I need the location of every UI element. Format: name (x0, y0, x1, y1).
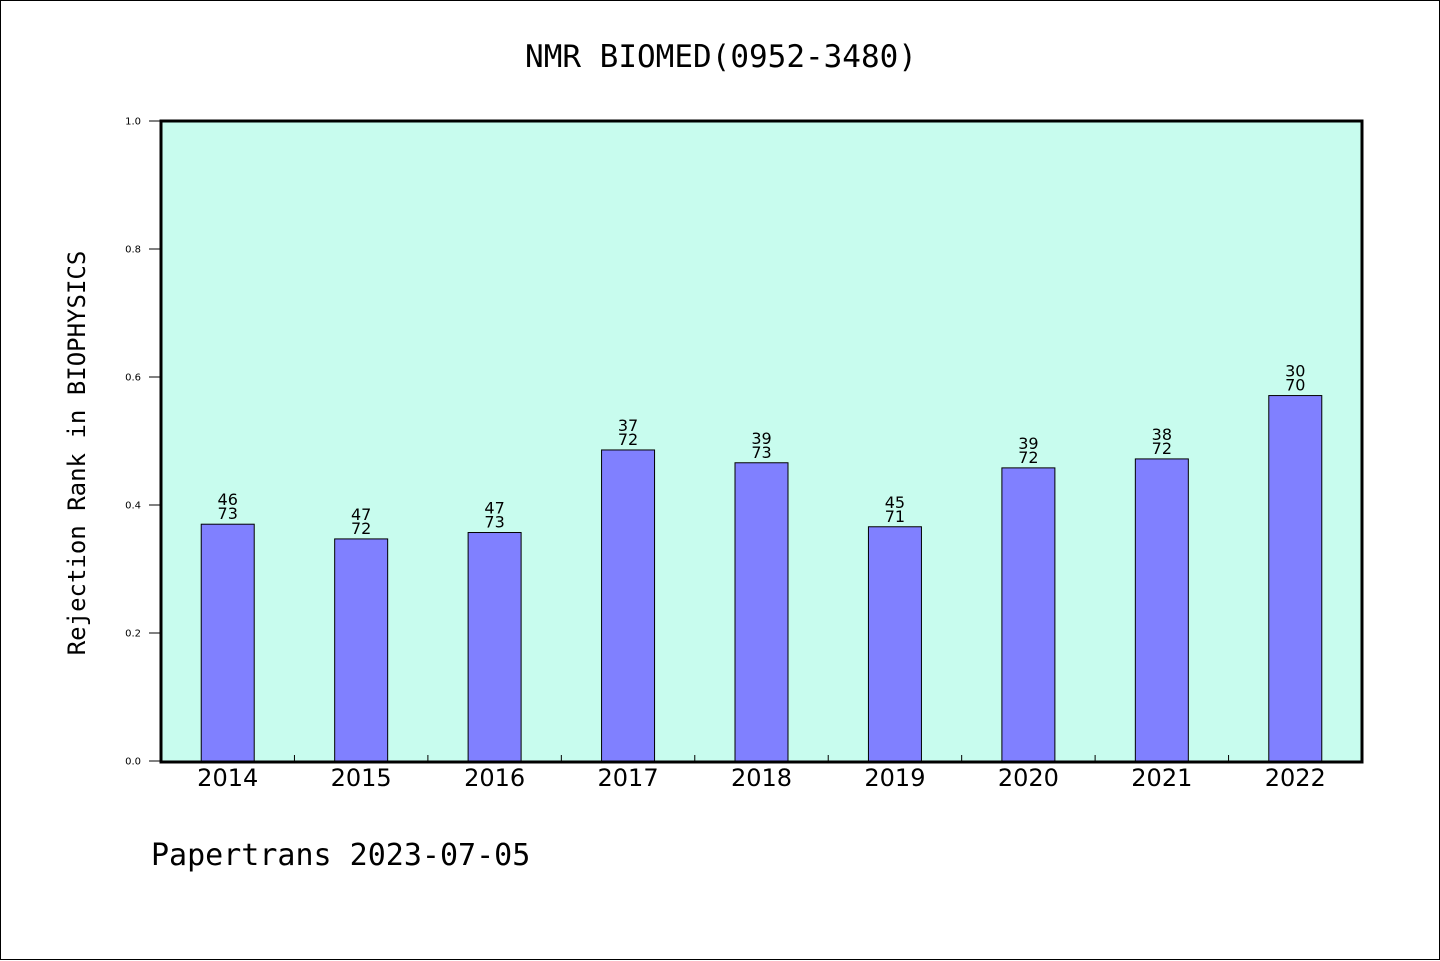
y-tick-label: 0.6 (125, 373, 141, 384)
data-label-top: 47 (484, 499, 504, 518)
bar-2014 (200, 523, 255, 762)
y-axis-label: Rejection Rank in BIOPHYSICS (63, 251, 91, 656)
bar-2018 (734, 462, 789, 762)
bar-2019 (867, 526, 922, 762)
y-tick-label: 1.0 (125, 117, 141, 128)
data-label-bottom: 70 (1285, 376, 1305, 395)
x-tick-label: 2020 (998, 764, 1059, 792)
data-label-top: 39 (751, 429, 771, 448)
data-label-bottom: 72 (618, 430, 638, 449)
y-tick-label: 0.8 (125, 245, 141, 256)
x-tick-label: 2016 (464, 764, 525, 792)
x-tick-label: 2018 (731, 764, 792, 792)
chart-title: NMR BIOMED(0952-3480) (525, 39, 917, 75)
data-label-top: 45 (885, 493, 905, 512)
bar-2015 (334, 538, 389, 762)
y-tick-label: 0.2 (125, 629, 141, 640)
data-label-top: 38 (1152, 425, 1172, 444)
bar-2021 (1134, 458, 1189, 762)
data-label-bottom: 72 (1018, 448, 1038, 467)
y-tick-label: 0.0 (125, 757, 141, 768)
data-label-bottom: 72 (351, 519, 371, 538)
x-tick-label: 2015 (331, 764, 392, 792)
bars (200, 395, 1323, 762)
data-label-top: 46 (218, 490, 238, 509)
y-axis: 0.0 0.2 0.4 0.6 0.8 1.0 (125, 117, 161, 768)
data-label-bottom: 72 (1152, 439, 1172, 458)
x-tick-label: 2017 (598, 764, 659, 792)
bar-2022 (1268, 395, 1323, 762)
x-tick-label: 2022 (1265, 764, 1326, 792)
y-tick-label: 0.4 (125, 501, 141, 512)
data-label-top: 37 (618, 416, 638, 435)
data-label-bottom: 73 (484, 513, 504, 532)
data-label-top: 39 (1018, 434, 1038, 453)
x-axis: 2014 2015 2016 2017 2018 2019 2020 2021 2022 (197, 755, 1326, 792)
bar-2020 (1001, 467, 1056, 762)
bar-2016 (467, 532, 522, 762)
bar-2017 (601, 449, 656, 762)
data-label-bottom: 73 (218, 504, 238, 523)
data-label-top: 47 (351, 505, 371, 524)
data-label-bottom: 71 (885, 507, 905, 526)
x-tick-label: 2019 (864, 764, 925, 792)
x-tick-label: 2021 (1131, 764, 1192, 792)
x-tick-label: 2014 (197, 764, 258, 792)
footer-text: Papertrans 2023-07-05 (151, 838, 530, 873)
data-label-bottom: 73 (751, 443, 771, 462)
data-label-top: 30 (1285, 362, 1305, 381)
